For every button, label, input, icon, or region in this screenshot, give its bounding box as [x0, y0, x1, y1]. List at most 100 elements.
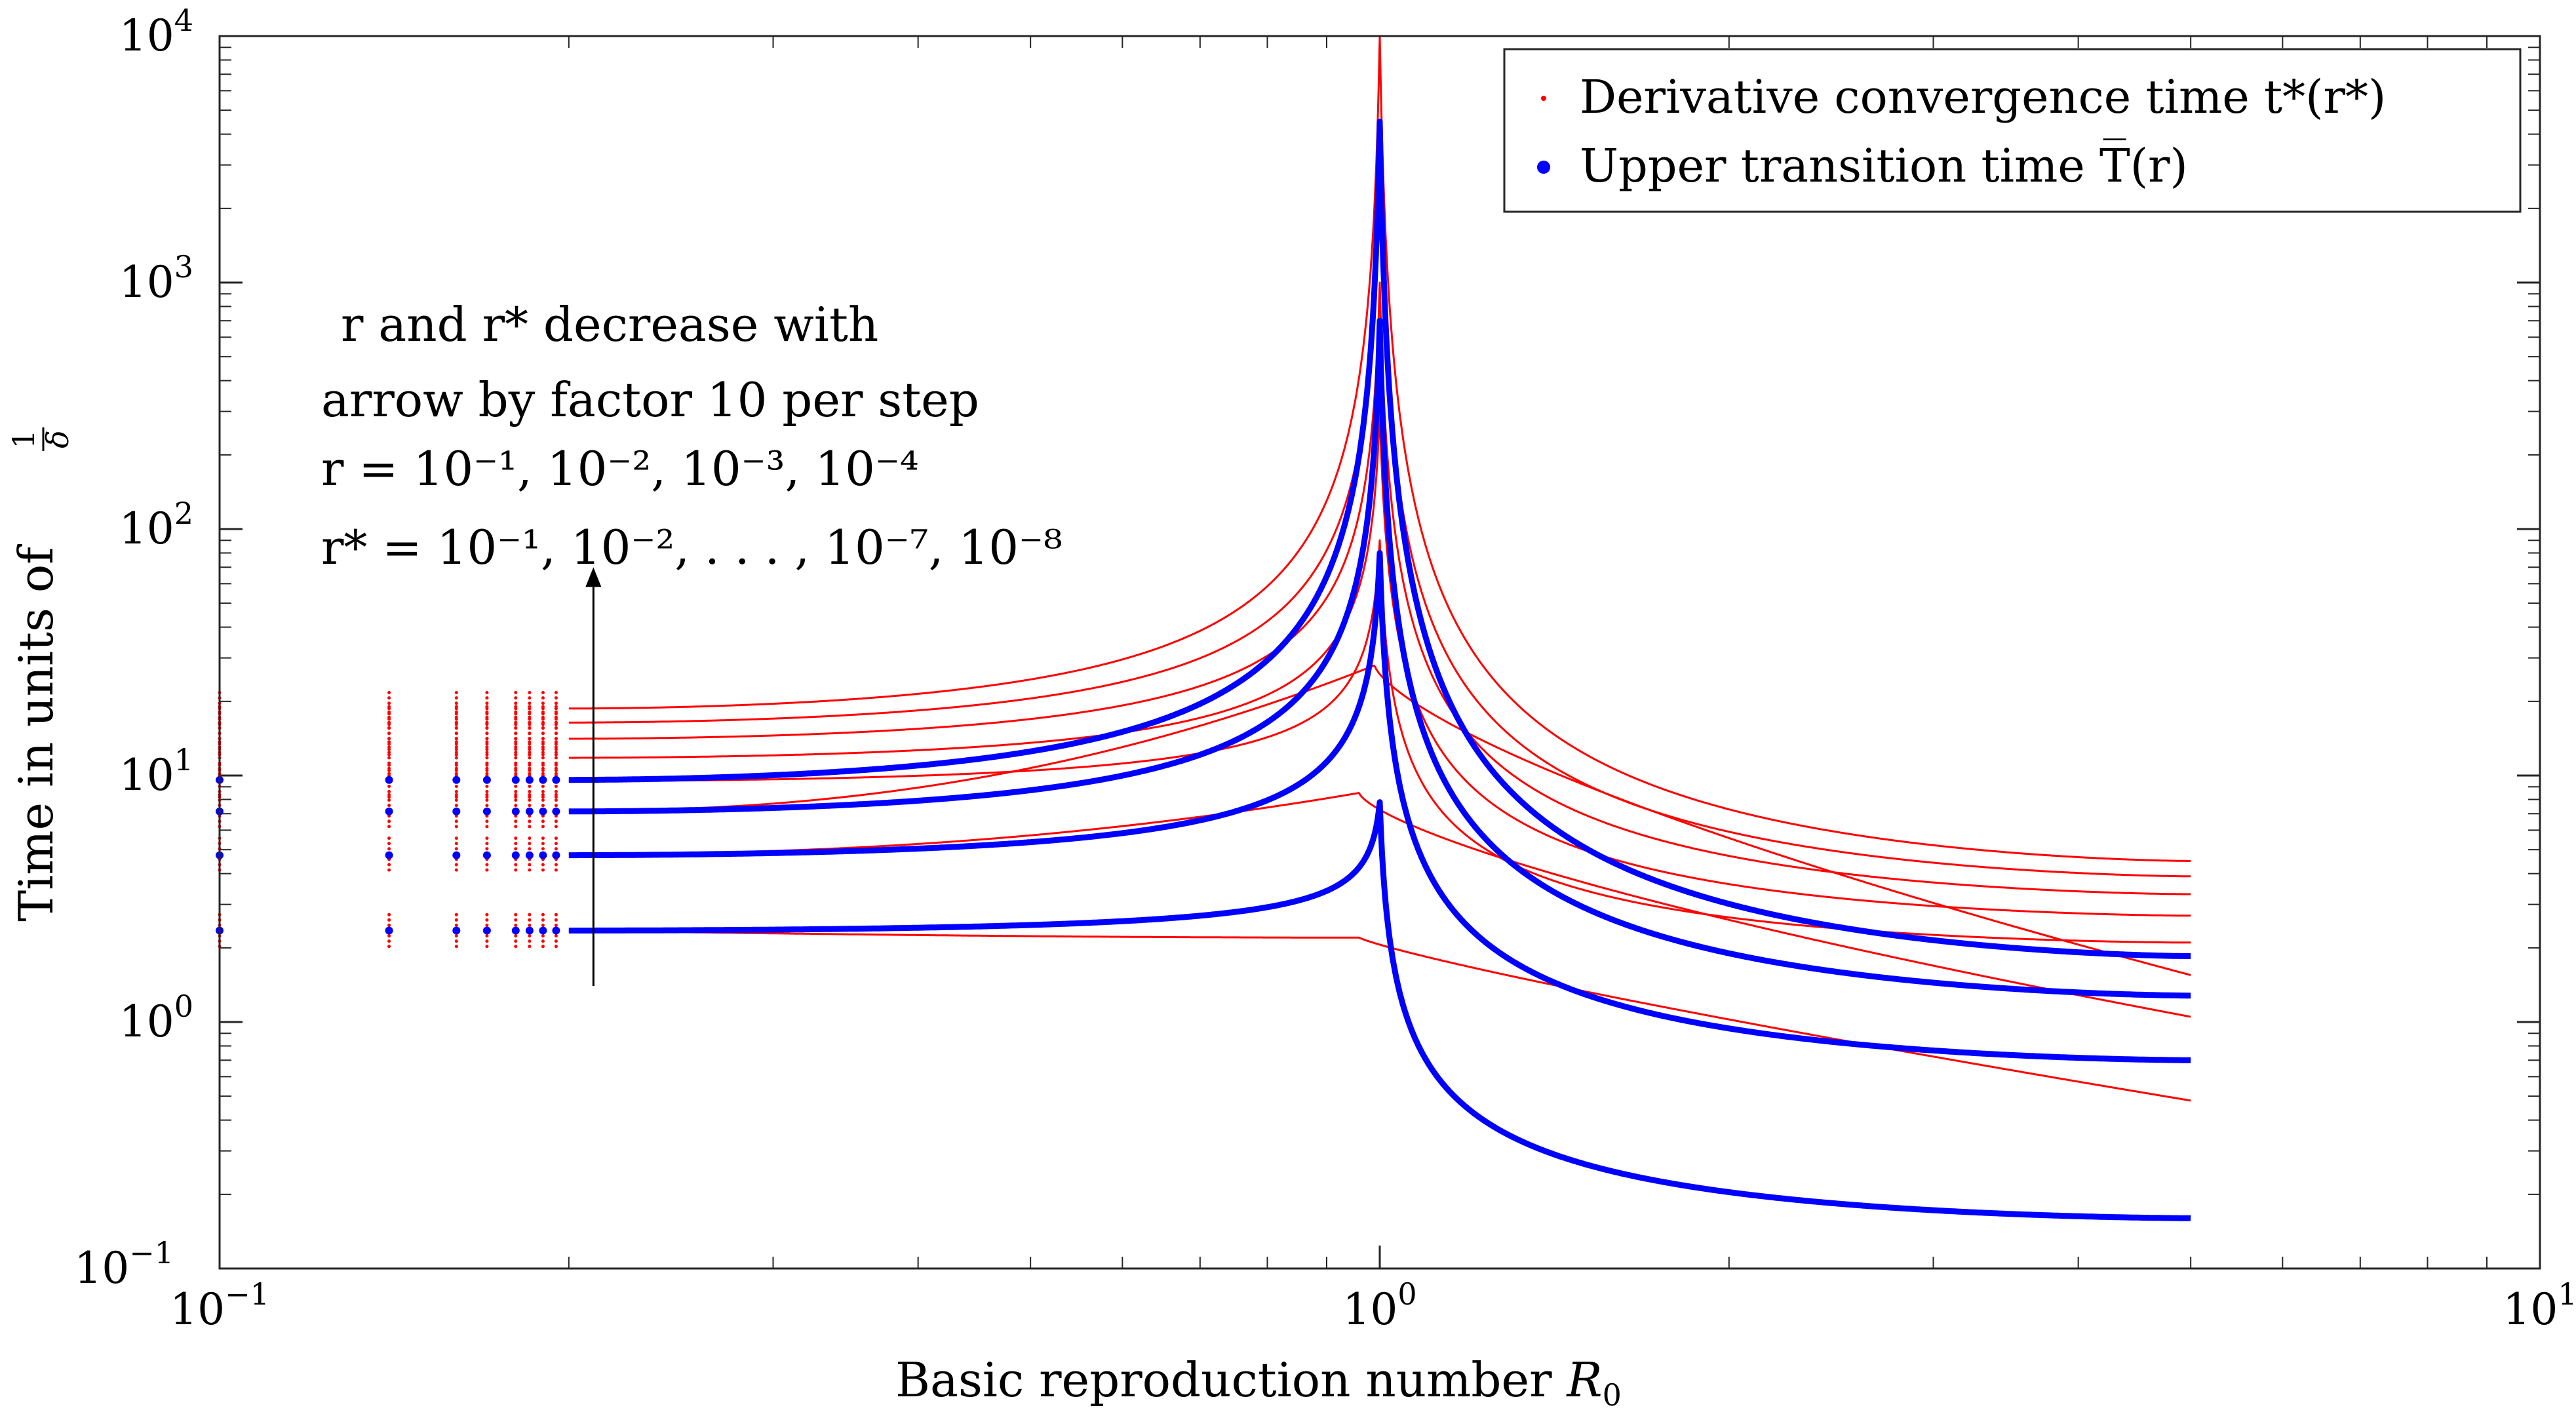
- series-point: [528, 825, 532, 829]
- legend: Derivative convergence time t*(r*) Upper…: [1503, 48, 2522, 213]
- legend-box: [1503, 48, 2522, 213]
- series-point: [541, 785, 545, 788]
- series-point: [528, 756, 532, 760]
- series-point: [387, 863, 391, 867]
- y-tick-labels: 10−1 100 101 102 103 104: [74, 3, 193, 1293]
- series-point: [387, 717, 391, 721]
- series-point: [454, 868, 458, 872]
- series-point: [485, 726, 489, 730]
- series-point: [528, 722, 532, 726]
- series-point: [514, 737, 518, 740]
- series-point: [528, 798, 532, 802]
- svg-text:δ: δ: [40, 430, 75, 448]
- series-point: [541, 939, 545, 943]
- series-point: [554, 847, 558, 851]
- series-point: [387, 819, 391, 823]
- series-point: [485, 696, 489, 700]
- series-point: [454, 847, 458, 851]
- series-point: [485, 731, 489, 735]
- series-point: [485, 766, 489, 770]
- series-point: [454, 863, 458, 867]
- x-tick-label: 101: [2503, 1276, 2576, 1335]
- series-point: [528, 918, 532, 922]
- series-point: [482, 851, 491, 859]
- series-point: [454, 939, 458, 943]
- y-tick-label: 102: [119, 496, 193, 554]
- series-point: [528, 753, 532, 757]
- series-point: [514, 731, 518, 735]
- series-point: [554, 696, 558, 700]
- series-point: [554, 726, 558, 730]
- series-point: [554, 747, 558, 751]
- series-point: [485, 923, 489, 927]
- series-point: [452, 851, 461, 859]
- legend-marker-derivative: [1541, 96, 1546, 101]
- y-axis-label: Time in units of 1 δ: [6, 427, 75, 922]
- series-point: [541, 691, 545, 694]
- series-point: [528, 939, 532, 943]
- series-point: [541, 819, 545, 823]
- series-point: [514, 747, 518, 751]
- series-point: [387, 825, 391, 829]
- series-point: [514, 804, 518, 808]
- series-point: [554, 918, 558, 922]
- series-line: [567, 118, 2193, 959]
- series-point: [387, 772, 391, 776]
- series-point: [554, 923, 558, 927]
- series-point: [528, 772, 532, 776]
- series-point: [528, 691, 532, 694]
- series-point: [387, 696, 391, 700]
- series-point: [541, 707, 545, 711]
- series-point: [541, 868, 545, 872]
- svg-text:Time in units of: Time in units of: [9, 544, 64, 922]
- series-point: [552, 776, 560, 784]
- series-point: [539, 807, 547, 816]
- series-point: [554, 712, 558, 716]
- y-tick-label: 10−1: [74, 1235, 174, 1293]
- x-axis-label: Basic reproduction number R0: [895, 1352, 1622, 1413]
- series-point: [514, 825, 518, 829]
- series-point: [514, 945, 518, 949]
- series-point: [528, 842, 532, 846]
- series-point: [528, 717, 532, 721]
- series-point: [387, 934, 391, 938]
- series-point: [554, 753, 558, 757]
- series-point: [387, 847, 391, 851]
- series-point: [514, 691, 518, 694]
- series-point: [485, 737, 489, 740]
- series-point: [541, 923, 545, 927]
- series-point: [554, 795, 558, 799]
- series-point: [541, 798, 545, 802]
- series-point: [485, 842, 489, 846]
- series-point: [554, 825, 558, 829]
- series-point: [454, 836, 458, 840]
- series-point: [387, 761, 391, 765]
- series-point: [454, 842, 458, 846]
- series-point: [525, 926, 534, 935]
- series-point: [541, 918, 545, 922]
- series-point: [485, 847, 489, 851]
- series-point: [387, 790, 391, 793]
- series-point: [387, 918, 391, 922]
- series-point: [554, 766, 558, 770]
- series-point: [454, 691, 458, 694]
- series-point: [528, 913, 532, 916]
- series-point: [514, 753, 518, 757]
- series-point: [387, 945, 391, 949]
- series-point: [514, 785, 518, 788]
- series-point: [528, 836, 532, 840]
- series-point: [528, 868, 532, 872]
- series-point: [387, 913, 391, 916]
- series-point: [387, 712, 391, 716]
- series-point: [528, 696, 532, 700]
- series-point: [514, 934, 518, 938]
- series-point: [485, 761, 489, 765]
- series-point: [387, 756, 391, 760]
- series-point: [554, 772, 558, 776]
- series-point: [528, 726, 532, 730]
- series-point: [387, 722, 391, 726]
- series-point: [485, 722, 489, 726]
- series-point: [541, 934, 545, 938]
- series-point: [387, 747, 391, 751]
- series-point: [541, 712, 545, 716]
